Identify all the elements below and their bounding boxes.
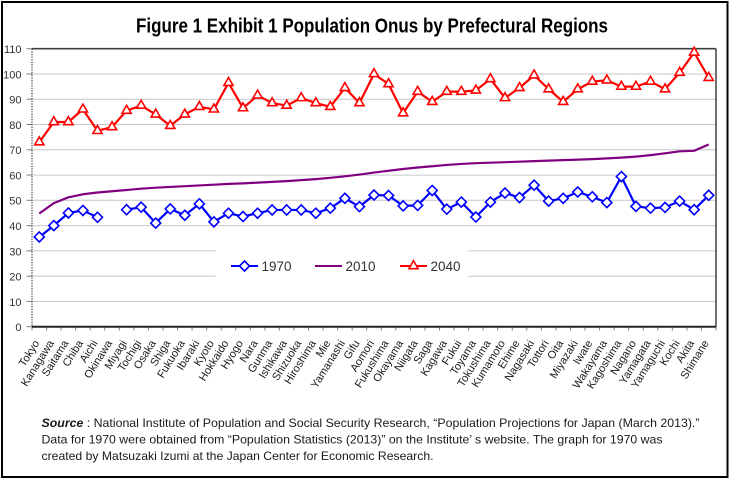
svg-text:20: 20 bbox=[9, 272, 21, 284]
svg-text:40: 40 bbox=[9, 221, 21, 233]
svg-text:80: 80 bbox=[9, 120, 21, 132]
svg-text:1970: 1970 bbox=[262, 259, 292, 274]
svg-text:90: 90 bbox=[9, 95, 21, 107]
svg-text:70: 70 bbox=[9, 145, 21, 157]
svg-text:created by Matsuzaki Izumi at: created by Matsuzaki Izumi at the Japan … bbox=[42, 449, 434, 463]
svg-text:100: 100 bbox=[3, 69, 21, 81]
svg-text:50: 50 bbox=[9, 196, 21, 208]
svg-text:2010: 2010 bbox=[346, 259, 376, 274]
svg-text:Figure 1 Exhibit 1 Population: Figure 1 Exhibit 1 Population Onus by Pr… bbox=[136, 16, 608, 38]
svg-text:10: 10 bbox=[9, 297, 21, 309]
svg-text:0: 0 bbox=[15, 322, 21, 334]
svg-text:60: 60 bbox=[9, 171, 21, 183]
svg-text:2040: 2040 bbox=[431, 259, 461, 274]
svg-text:Data for 1970 were obtained fr: Data for 1970 were obtained from “Popula… bbox=[42, 433, 663, 447]
svg-text:Source : National Institute of: Source : National Institute of Populatio… bbox=[42, 416, 700, 430]
svg-text:110: 110 bbox=[4, 44, 22, 56]
svg-text:30: 30 bbox=[9, 246, 21, 258]
